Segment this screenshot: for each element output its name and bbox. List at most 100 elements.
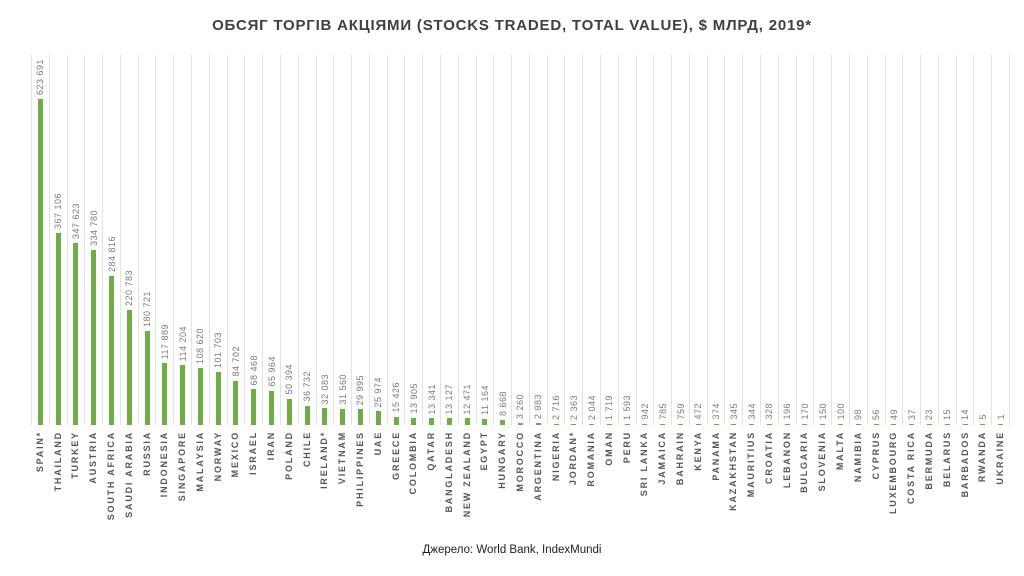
bar-value-label: 220 783	[124, 269, 135, 306]
bar-value-label: 50 394	[284, 364, 295, 395]
bar-column: 32 083	[315, 55, 334, 425]
bar	[891, 423, 897, 425]
bar-column: 25 974	[368, 55, 387, 425]
bar-column: 623 691	[31, 55, 49, 425]
category-label: QATAR	[426, 431, 437, 471]
category-cell: UAE	[369, 431, 387, 536]
bar-column: 220 783	[119, 55, 138, 425]
bar	[500, 420, 506, 425]
category-label: GREECE	[390, 431, 401, 480]
category-label: CHILE	[301, 431, 312, 467]
bar-column: 759	[671, 55, 689, 425]
bar	[393, 416, 399, 425]
bar	[784, 423, 790, 425]
category-label: NORWAY	[212, 431, 223, 482]
bar-value-label: 2 363	[568, 394, 579, 420]
bar-value-label: 98	[853, 408, 864, 420]
category-cell: IRAN	[262, 431, 280, 536]
category-cell: COLOMBIA	[404, 431, 422, 536]
bar-column: 1	[991, 55, 1009, 425]
bar	[251, 389, 257, 425]
category-cell: SRI LANKA	[636, 431, 654, 536]
category-label: ISRAEL	[248, 431, 259, 475]
category-label: UAE	[372, 431, 383, 456]
category-label: BANGLADESH	[443, 431, 454, 513]
bar-column: 13 127	[439, 55, 458, 425]
bar	[820, 423, 826, 425]
bar-column: 2 363	[564, 55, 582, 425]
bar	[322, 408, 328, 425]
category-cell: SLOVENIA	[813, 431, 831, 536]
category-label: AUSTRIA	[88, 431, 99, 484]
bar	[37, 99, 43, 425]
bar-column: 101 703	[208, 55, 227, 425]
category-cell: BULGARIA	[796, 431, 814, 536]
bar-value-label: 374	[711, 403, 722, 420]
bar-column: 150	[813, 55, 831, 425]
bar	[909, 423, 915, 425]
bar-value-label: 1	[995, 414, 1006, 420]
bar	[766, 423, 772, 425]
bar-column: 180 721	[137, 55, 156, 425]
bar	[340, 408, 346, 425]
bar-value-label: 180 721	[142, 290, 153, 327]
bar-value-label: 2 716	[551, 394, 562, 420]
category-label: PHILIPPINES	[354, 431, 365, 507]
bar-column: 56	[866, 55, 885, 425]
bar-value-label: 68 468	[248, 354, 259, 386]
plot-area: 623 691 367 106 347 623 334 780 284 816 220 7…	[31, 55, 1010, 425]
bar-value-label: 25 974	[373, 376, 384, 408]
category-cell: BELARUS	[938, 431, 956, 536]
category-cell: NIGERIA	[547, 431, 565, 536]
category-cell: MALAYSIA	[191, 431, 209, 536]
category-label: KAZAKHSTAN	[728, 431, 739, 511]
category-cell: INDONESIA	[155, 431, 173, 536]
category-cell: RWANDA	[973, 431, 991, 536]
category-cell: CROATIA	[760, 431, 778, 536]
category-label: MEXICO	[230, 431, 241, 478]
category-label: JORDAN*	[568, 431, 579, 486]
bar	[713, 423, 719, 425]
bar-column: 114 204	[173, 55, 191, 425]
bar-column: 37	[902, 55, 920, 425]
bar	[678, 423, 684, 425]
bar-column: 345	[724, 55, 742, 425]
bar	[91, 250, 97, 425]
category-cell: NEW ZEALAND	[458, 431, 476, 536]
bar-value-label: 65 964	[266, 356, 277, 387]
bar-column: 14	[955, 55, 974, 425]
bar	[233, 380, 239, 425]
category-label: EGYPT	[479, 431, 490, 471]
bar-value-label: 2 983	[533, 394, 544, 420]
category-cell: SPAIN*	[31, 431, 49, 536]
bar	[998, 423, 1004, 425]
category-label: SRI LANKA	[639, 431, 650, 497]
category-label: HUNGARY	[497, 431, 508, 489]
bar-value-label: 170	[799, 403, 810, 420]
bar-value-label: 759	[675, 403, 686, 420]
bar-column: 3 260	[511, 55, 529, 425]
bar-value-label: 8 668	[497, 391, 508, 417]
category-label: COSTA RICA	[906, 431, 917, 504]
category-label: BELARUS	[941, 431, 952, 488]
source-note: Джерело: World Bank, IndexMundi	[422, 544, 602, 556]
category-label: BULGARIA	[799, 431, 810, 493]
bar-value-label: 623 691	[35, 58, 46, 95]
bar-column: 5	[973, 55, 991, 425]
bar-column: 117 889	[155, 55, 173, 425]
bar	[269, 390, 275, 425]
bar-value-label: 23	[924, 408, 935, 420]
bar	[446, 418, 452, 425]
category-label: LUXEMBOURG	[888, 431, 899, 514]
bar	[980, 423, 986, 425]
bar	[162, 363, 168, 425]
category-cell: RUSSIA	[138, 431, 156, 536]
category-label: RWANDA	[977, 431, 988, 483]
bar-value-label: 84 702	[230, 346, 241, 377]
bar	[962, 423, 968, 425]
bar	[571, 423, 577, 425]
category-cell: MAURITIUS	[742, 431, 760, 536]
category-cell: COSTA RICA	[902, 431, 920, 536]
bar-column: 108 620	[191, 55, 209, 425]
